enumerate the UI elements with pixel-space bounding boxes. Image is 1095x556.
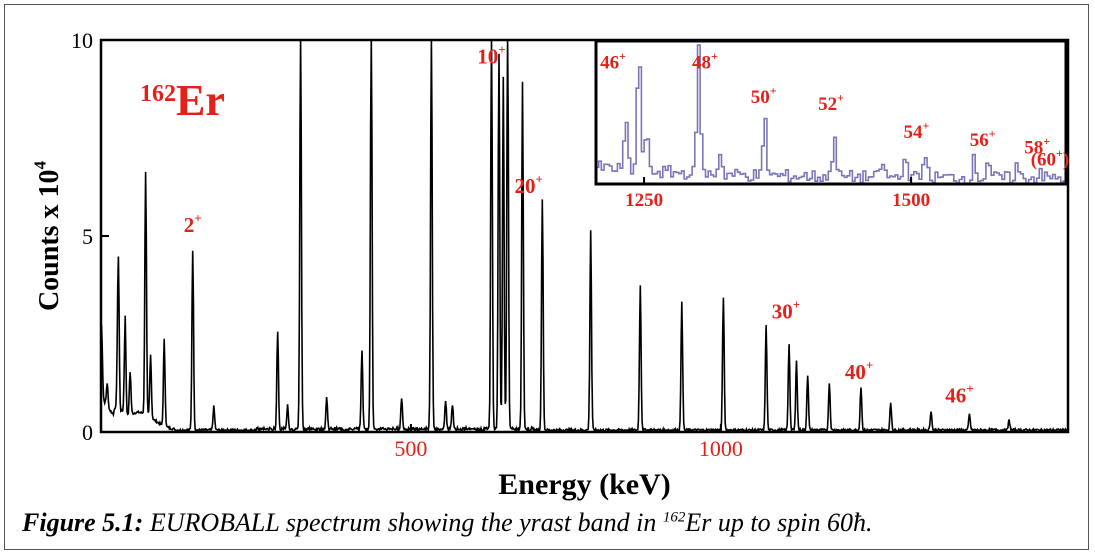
caption-mass-sup: 162 bbox=[662, 509, 686, 526]
x-axis-label: Energy (keV) bbox=[498, 468, 670, 501]
inset-spin-label: 56+ bbox=[970, 127, 996, 152]
inset-frame bbox=[594, 39, 1068, 186]
spectrum-figure: 0 5 10 500 1000 Energy (keV) Counts x 104 162Er… bbox=[30, 28, 1070, 501]
inset-spin-label: 52+ bbox=[818, 91, 844, 116]
inset-background bbox=[596, 41, 1066, 184]
nucleus-label: 162Er bbox=[140, 76, 225, 125]
y-tick-label: 10 bbox=[71, 28, 93, 53]
inset-spin-label: 54+ bbox=[904, 118, 930, 143]
inset-spin-label: 50+ bbox=[751, 83, 777, 108]
caption-text-prefix: EUROBALL spectrum showing the yrast band… bbox=[143, 508, 663, 537]
spin-label: 30+ bbox=[772, 297, 800, 323]
caption-text-suffix: Er up to spin 60ħ. bbox=[685, 508, 873, 537]
x-tick-label: 500 bbox=[394, 436, 427, 461]
inset-spin-label: 46+ bbox=[600, 49, 626, 74]
inset-trace bbox=[596, 44, 1066, 184]
spin-label: 40+ bbox=[845, 358, 873, 384]
figure-caption: Figure 5.1: EUROBALL spectrum showing th… bbox=[22, 508, 872, 538]
spin-label: 46+ bbox=[945, 381, 973, 407]
caption-figure-label: Figure 5.1: bbox=[22, 508, 144, 537]
inset-x-tick-label: 1250 bbox=[625, 190, 663, 211]
inset-spin-label-60: (60+) bbox=[1031, 146, 1070, 171]
inset-spin-label: 58+ bbox=[1024, 134, 1050, 159]
y-axis-label-group: Counts x 104 bbox=[30, 160, 65, 311]
y-tick-label: 0 bbox=[82, 420, 93, 445]
spin-label: 2+ bbox=[184, 211, 202, 237]
x-tick-label: 1000 bbox=[699, 436, 743, 461]
spin-label: 20+ bbox=[515, 171, 543, 197]
inset-x-tick-label: 1500 bbox=[892, 190, 930, 211]
inset-spin-label: 48+ bbox=[692, 49, 718, 74]
y-axis-label: Counts x 104 bbox=[30, 160, 65, 311]
spin-label: 10+ bbox=[477, 42, 505, 68]
y-tick-label: 5 bbox=[82, 224, 93, 249]
figure-frame bbox=[4, 4, 1089, 550]
